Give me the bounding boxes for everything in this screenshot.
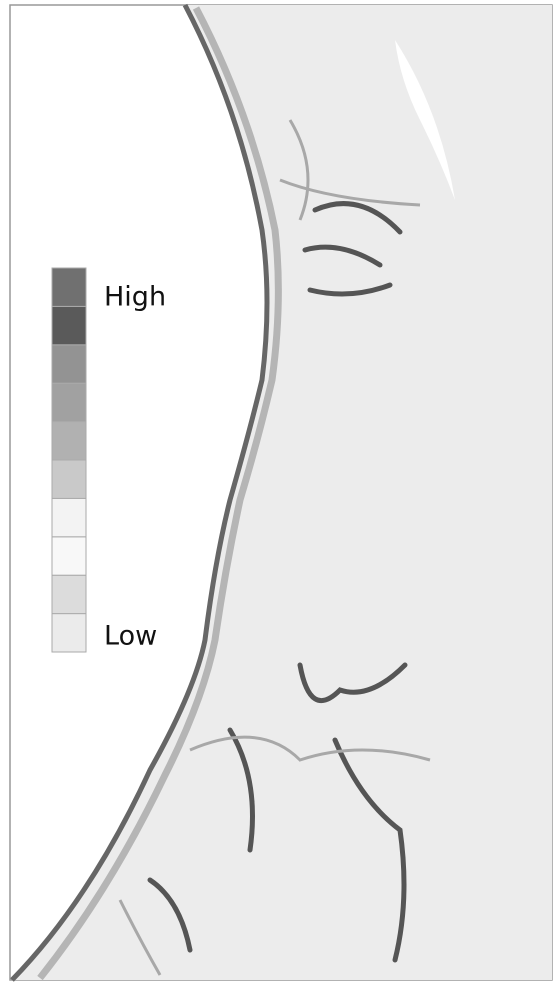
- legend-swatch: [51, 344, 87, 384]
- legend-swatch: [51, 267, 87, 307]
- legend-swatch: [51, 574, 87, 615]
- coastline: [10, 3, 270, 982]
- channels: [147, 201, 408, 963]
- legend: High Low: [51, 267, 166, 653]
- legend-swatch: [51, 305, 87, 346]
- legend-swatch: [51, 459, 87, 499]
- legend-swatch: [51, 613, 87, 653]
- lake: [395, 40, 455, 200]
- legend-low-label: Low: [104, 621, 157, 652]
- legend-swatch: [51, 497, 87, 538]
- channels-light: [118, 119, 431, 976]
- legend-swatch: [51, 536, 87, 576]
- legend-swatch: [51, 421, 87, 461]
- legend-high-label: High: [104, 282, 166, 313]
- coastal-strip: [37, 6, 282, 981]
- land: [12, 5, 552, 980]
- legend-swatch: [51, 382, 87, 423]
